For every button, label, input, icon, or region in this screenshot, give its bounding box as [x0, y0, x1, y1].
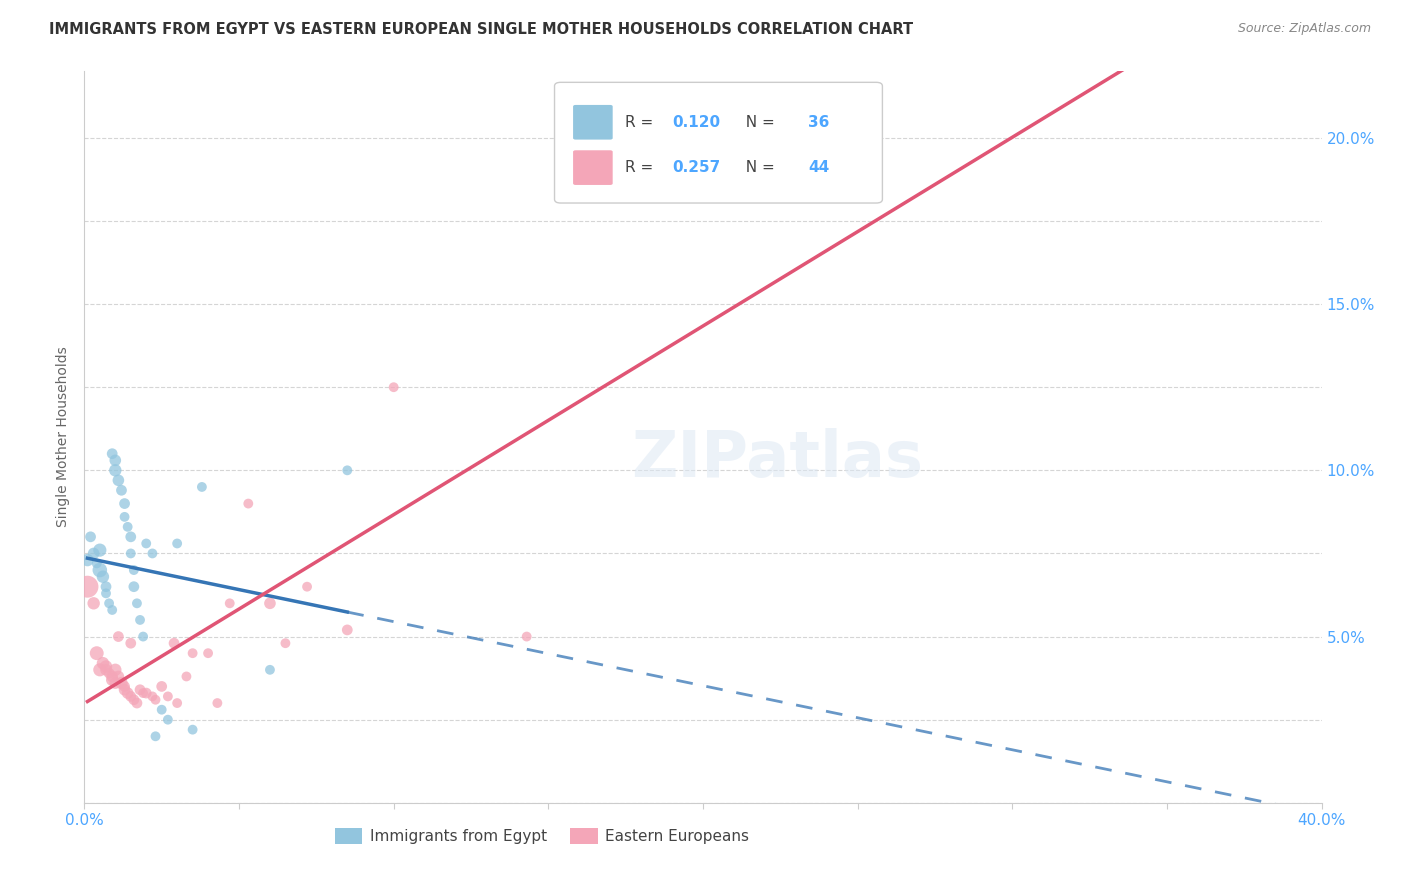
Point	[336, 623, 359, 637]
Point	[181, 723, 204, 737]
Point	[336, 463, 359, 477]
Point	[166, 696, 188, 710]
Point	[98, 596, 121, 610]
Point	[76, 580, 98, 594]
Point	[107, 473, 129, 487]
Point	[295, 580, 318, 594]
Point	[259, 663, 281, 677]
Text: N =: N =	[737, 115, 780, 129]
Point	[94, 586, 117, 600]
Point	[382, 380, 405, 394]
Text: 36: 36	[808, 115, 830, 129]
Point	[89, 563, 111, 577]
Point	[141, 690, 163, 704]
Point	[114, 680, 136, 694]
Point	[150, 680, 173, 694]
Point	[114, 509, 136, 524]
Point	[104, 453, 127, 467]
Point	[125, 696, 148, 710]
Point	[197, 646, 219, 660]
Text: 44: 44	[808, 161, 830, 175]
Point	[120, 690, 142, 704]
Text: IMMIGRANTS FROM EGYPT VS EASTERN EUROPEAN SINGLE MOTHER HOUSEHOLDS CORRELATION C: IMMIGRANTS FROM EGYPT VS EASTERN EUROPEA…	[49, 22, 914, 37]
FancyBboxPatch shape	[574, 150, 613, 185]
Point	[156, 713, 179, 727]
Text: ZIPatlas: ZIPatlas	[631, 428, 924, 490]
FancyBboxPatch shape	[554, 82, 883, 203]
Point	[83, 546, 105, 560]
Point	[91, 570, 114, 584]
Point	[76, 553, 98, 567]
Point	[135, 686, 157, 700]
Point	[135, 536, 157, 550]
Point	[122, 580, 145, 594]
Text: R =: R =	[626, 161, 658, 175]
Point	[145, 729, 167, 743]
Point	[101, 603, 124, 617]
FancyBboxPatch shape	[574, 105, 613, 140]
Text: N =: N =	[737, 161, 780, 175]
Point	[86, 646, 108, 660]
Point	[110, 676, 132, 690]
Point	[117, 520, 139, 534]
Point	[101, 673, 124, 687]
Point	[94, 659, 117, 673]
Point	[191, 480, 214, 494]
Point	[104, 663, 127, 677]
Point	[107, 630, 129, 644]
Y-axis label: Single Mother Households: Single Mother Households	[56, 347, 70, 527]
Point	[94, 580, 117, 594]
Point	[83, 596, 105, 610]
Point	[176, 669, 198, 683]
Point	[150, 703, 173, 717]
Point	[101, 669, 124, 683]
Point	[238, 497, 260, 511]
Legend: Immigrants from Egypt, Eastern Europeans: Immigrants from Egypt, Eastern Europeans	[329, 822, 755, 850]
Point	[107, 669, 129, 683]
Point	[163, 636, 186, 650]
Point	[516, 630, 538, 644]
Point	[79, 530, 101, 544]
Point	[94, 663, 117, 677]
Point	[181, 646, 204, 660]
Point	[156, 690, 179, 704]
Point	[114, 682, 136, 697]
Point	[129, 682, 152, 697]
Text: 0.257: 0.257	[672, 161, 720, 175]
Point	[218, 596, 240, 610]
Point	[166, 536, 188, 550]
Point	[117, 686, 139, 700]
Point	[259, 596, 281, 610]
Point	[89, 543, 111, 558]
Point	[89, 663, 111, 677]
Point	[120, 636, 142, 650]
Point	[91, 656, 114, 670]
Point	[98, 666, 121, 681]
Point	[125, 596, 148, 610]
Point	[120, 530, 142, 544]
Point	[120, 546, 142, 560]
Text: 0.120: 0.120	[672, 115, 720, 129]
Point	[104, 463, 127, 477]
Point	[122, 692, 145, 706]
Point	[110, 483, 132, 498]
Text: R =: R =	[626, 115, 658, 129]
Point	[129, 613, 152, 627]
Point	[101, 447, 124, 461]
Point	[86, 557, 108, 571]
Point	[104, 676, 127, 690]
Point	[122, 563, 145, 577]
Point	[132, 630, 155, 644]
Point	[141, 546, 163, 560]
Text: Source: ZipAtlas.com: Source: ZipAtlas.com	[1237, 22, 1371, 36]
Point	[274, 636, 297, 650]
Point	[599, 164, 621, 178]
Point	[114, 497, 136, 511]
Point	[145, 692, 167, 706]
Point	[207, 696, 229, 710]
Point	[132, 686, 155, 700]
